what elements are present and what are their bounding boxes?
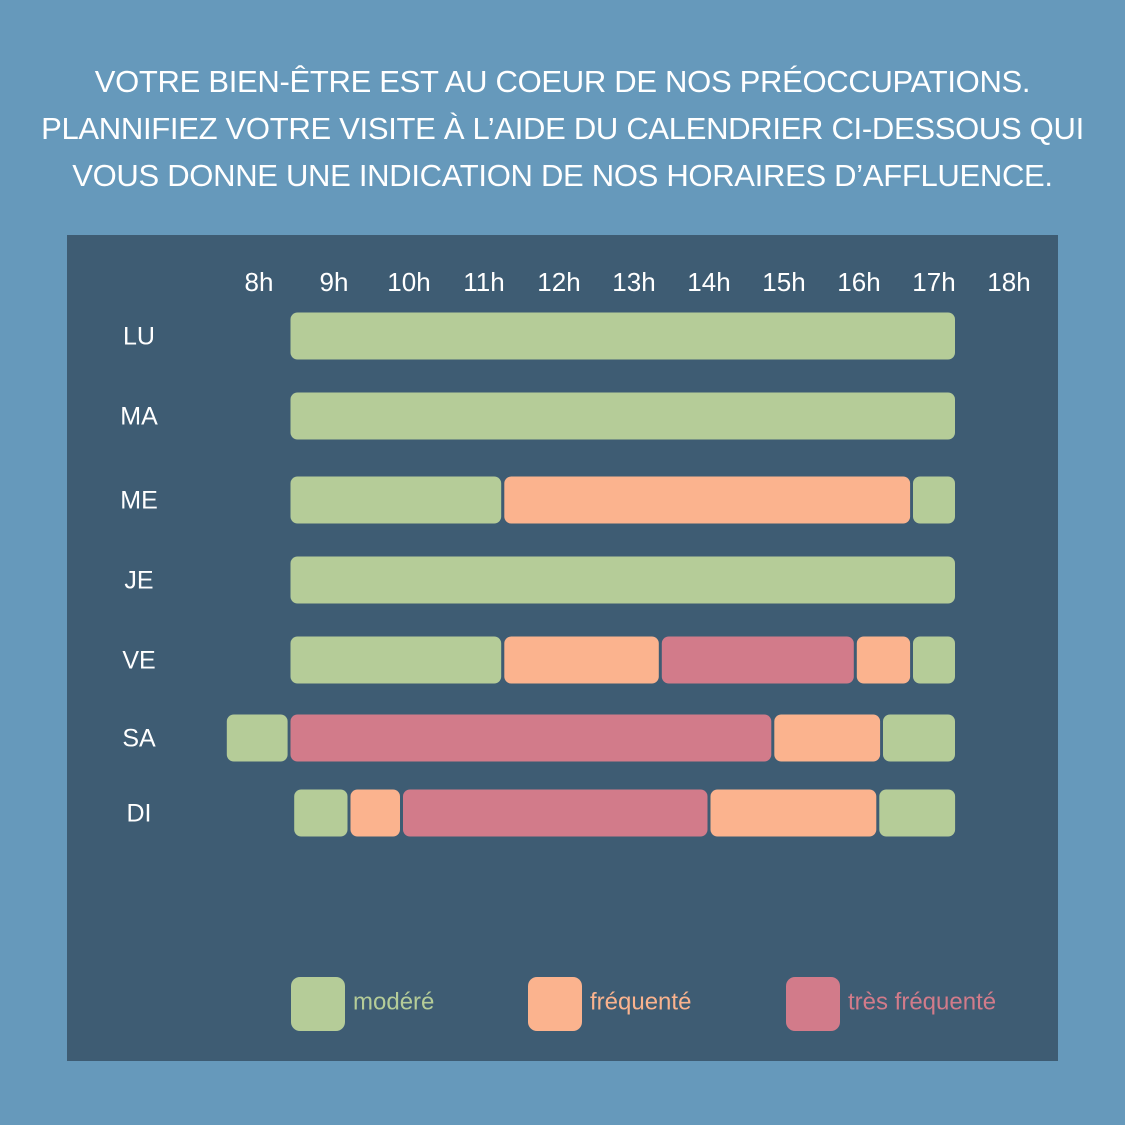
hour-label-8h: 8h: [245, 267, 274, 297]
day-label-di: DI: [127, 800, 152, 828]
day-label-sa: SA: [122, 725, 156, 753]
day-label-je: JE: [124, 567, 153, 595]
legend-label-tres-frequente: très fréquenté: [848, 988, 996, 1015]
bar-sa-frequente: [774, 714, 881, 762]
bar-ve-tres-frequente: [661, 636, 854, 684]
day-label-me: ME: [120, 487, 158, 515]
bar-sa-modere: [883, 714, 955, 762]
hour-label-11h: 11h: [463, 267, 504, 297]
hour-label-12h: 12h: [537, 267, 580, 297]
day-label-ma: MA: [120, 403, 158, 431]
hour-axis: 8h 9h 10h 11h 12h 13h 14h 15h 16h 17h 18h: [245, 267, 1031, 297]
hour-label-10h: 10h: [387, 267, 430, 297]
hour-label-9h: 9h: [320, 267, 349, 297]
headline: VOTRE BIEN-ÊTRE EST AU COEUR DE NOS PRÉO…: [0, 58, 1125, 199]
bar-ve-frequente: [856, 636, 911, 684]
bar-je-modere: [290, 556, 955, 604]
legend-label-modere: modéré: [353, 988, 434, 1015]
hour-label-18h: 18h: [987, 267, 1030, 297]
bar-me-frequente: [504, 476, 911, 524]
legend: modéré fréquenté très fréquenté: [291, 977, 996, 1031]
bar-di-modere: [879, 789, 956, 837]
legend-swatch-modere: [291, 977, 345, 1031]
bar-me-modere: [913, 476, 955, 524]
bar-me-modere: [290, 476, 502, 524]
schedule-panel: 8h 9h 10h 11h 12h 13h 14h 15h 16h 17h 18h LU MA ME JE…: [67, 235, 1058, 1061]
hour-label-16h: 16h: [837, 267, 880, 297]
bar-ma-modere: [290, 392, 955, 440]
headline-line-3: VOUS DONNE UNE INDICATION DE NOS HORAIRE…: [72, 158, 1053, 193]
legend-label-frequente: fréquenté: [590, 988, 691, 1015]
timeline-bars: [226, 312, 956, 837]
bar-ve-modere: [913, 636, 955, 684]
hour-label-17h: 17h: [912, 267, 955, 297]
bar-di-frequente: [710, 789, 877, 837]
hour-label-13h: 13h: [612, 267, 655, 297]
bar-di-modere: [294, 789, 348, 837]
bar-ve-frequente: [504, 636, 659, 684]
bar-lu-modere: [290, 312, 955, 360]
bar-sa-modere: [226, 714, 288, 762]
headline-line-1: VOTRE BIEN-ÊTRE EST AU COEUR DE NOS PRÉO…: [94, 64, 1031, 99]
bar-sa-tres-frequente: [290, 714, 772, 762]
bar-ve-modere: [290, 636, 502, 684]
day-axis: LU MA ME JE VE SA DI: [120, 323, 158, 828]
legend-swatch-tres-frequente: [786, 977, 840, 1031]
bar-di-frequente: [350, 789, 400, 837]
day-label-ve: VE: [122, 647, 155, 675]
day-label-lu: LU: [123, 323, 155, 351]
legend-swatch-frequente: [528, 977, 582, 1031]
bar-di-tres-frequente: [403, 789, 708, 837]
hour-label-14h: 14h: [687, 267, 730, 297]
affluence-chart: 8h 9h 10h 11h 12h 13h 14h 15h 16h 17h 18h LU MA ME JE…: [120, 267, 1031, 1031]
headline-line-2: PLANNIFIEZ VOTRE VISITE À L’AIDE DU CALE…: [41, 111, 1084, 146]
hour-label-15h: 15h: [762, 267, 805, 297]
